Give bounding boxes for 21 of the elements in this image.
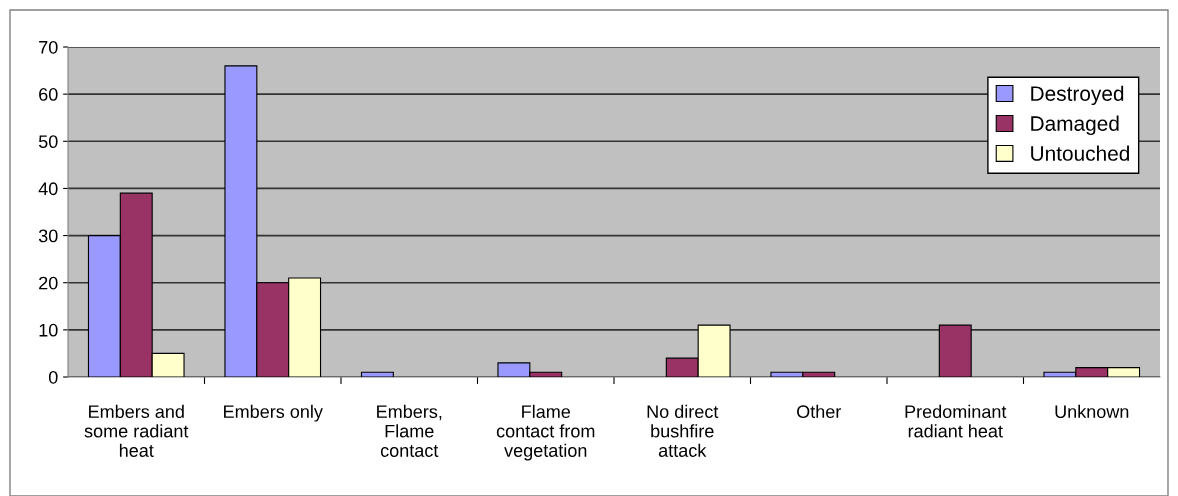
- x-tick-label: Unknown: [1055, 404, 1129, 419]
- y-tick-label: 70: [39, 40, 58, 54]
- bar: [360, 371, 394, 377]
- y-tick-label: 50: [38, 135, 58, 149]
- x-tick-label: Embers only: [224, 404, 323, 422]
- x-tick-label: Predominant radiant heat: [905, 404, 1007, 438]
- x-tick-label: Embers and some radiant heat: [84, 404, 189, 457]
- legend-label: Destroyed: [1031, 85, 1124, 106]
- legend-label: Untouched: [1031, 145, 1129, 161]
- y-tick-label: 60: [39, 88, 58, 101]
- legend-label: Damaged: [1031, 115, 1119, 136]
- y-tick-label: 10: [39, 323, 58, 337]
- y-tick-label: 30: [38, 229, 58, 243]
- x-tick-label: Other: [797, 404, 842, 419]
- bar: [938, 324, 972, 377]
- y-tick-label: 40: [38, 182, 58, 196]
- x-tick-label: No direct bushfire attack: [647, 404, 719, 457]
- x-tick-label: Flame contact from vegetation: [496, 404, 595, 461]
- y-tick-label: 20: [39, 276, 58, 290]
- y-tick-label: 0: [48, 370, 58, 384]
- x-tick-label: Embers, Flame contact: [377, 404, 442, 457]
